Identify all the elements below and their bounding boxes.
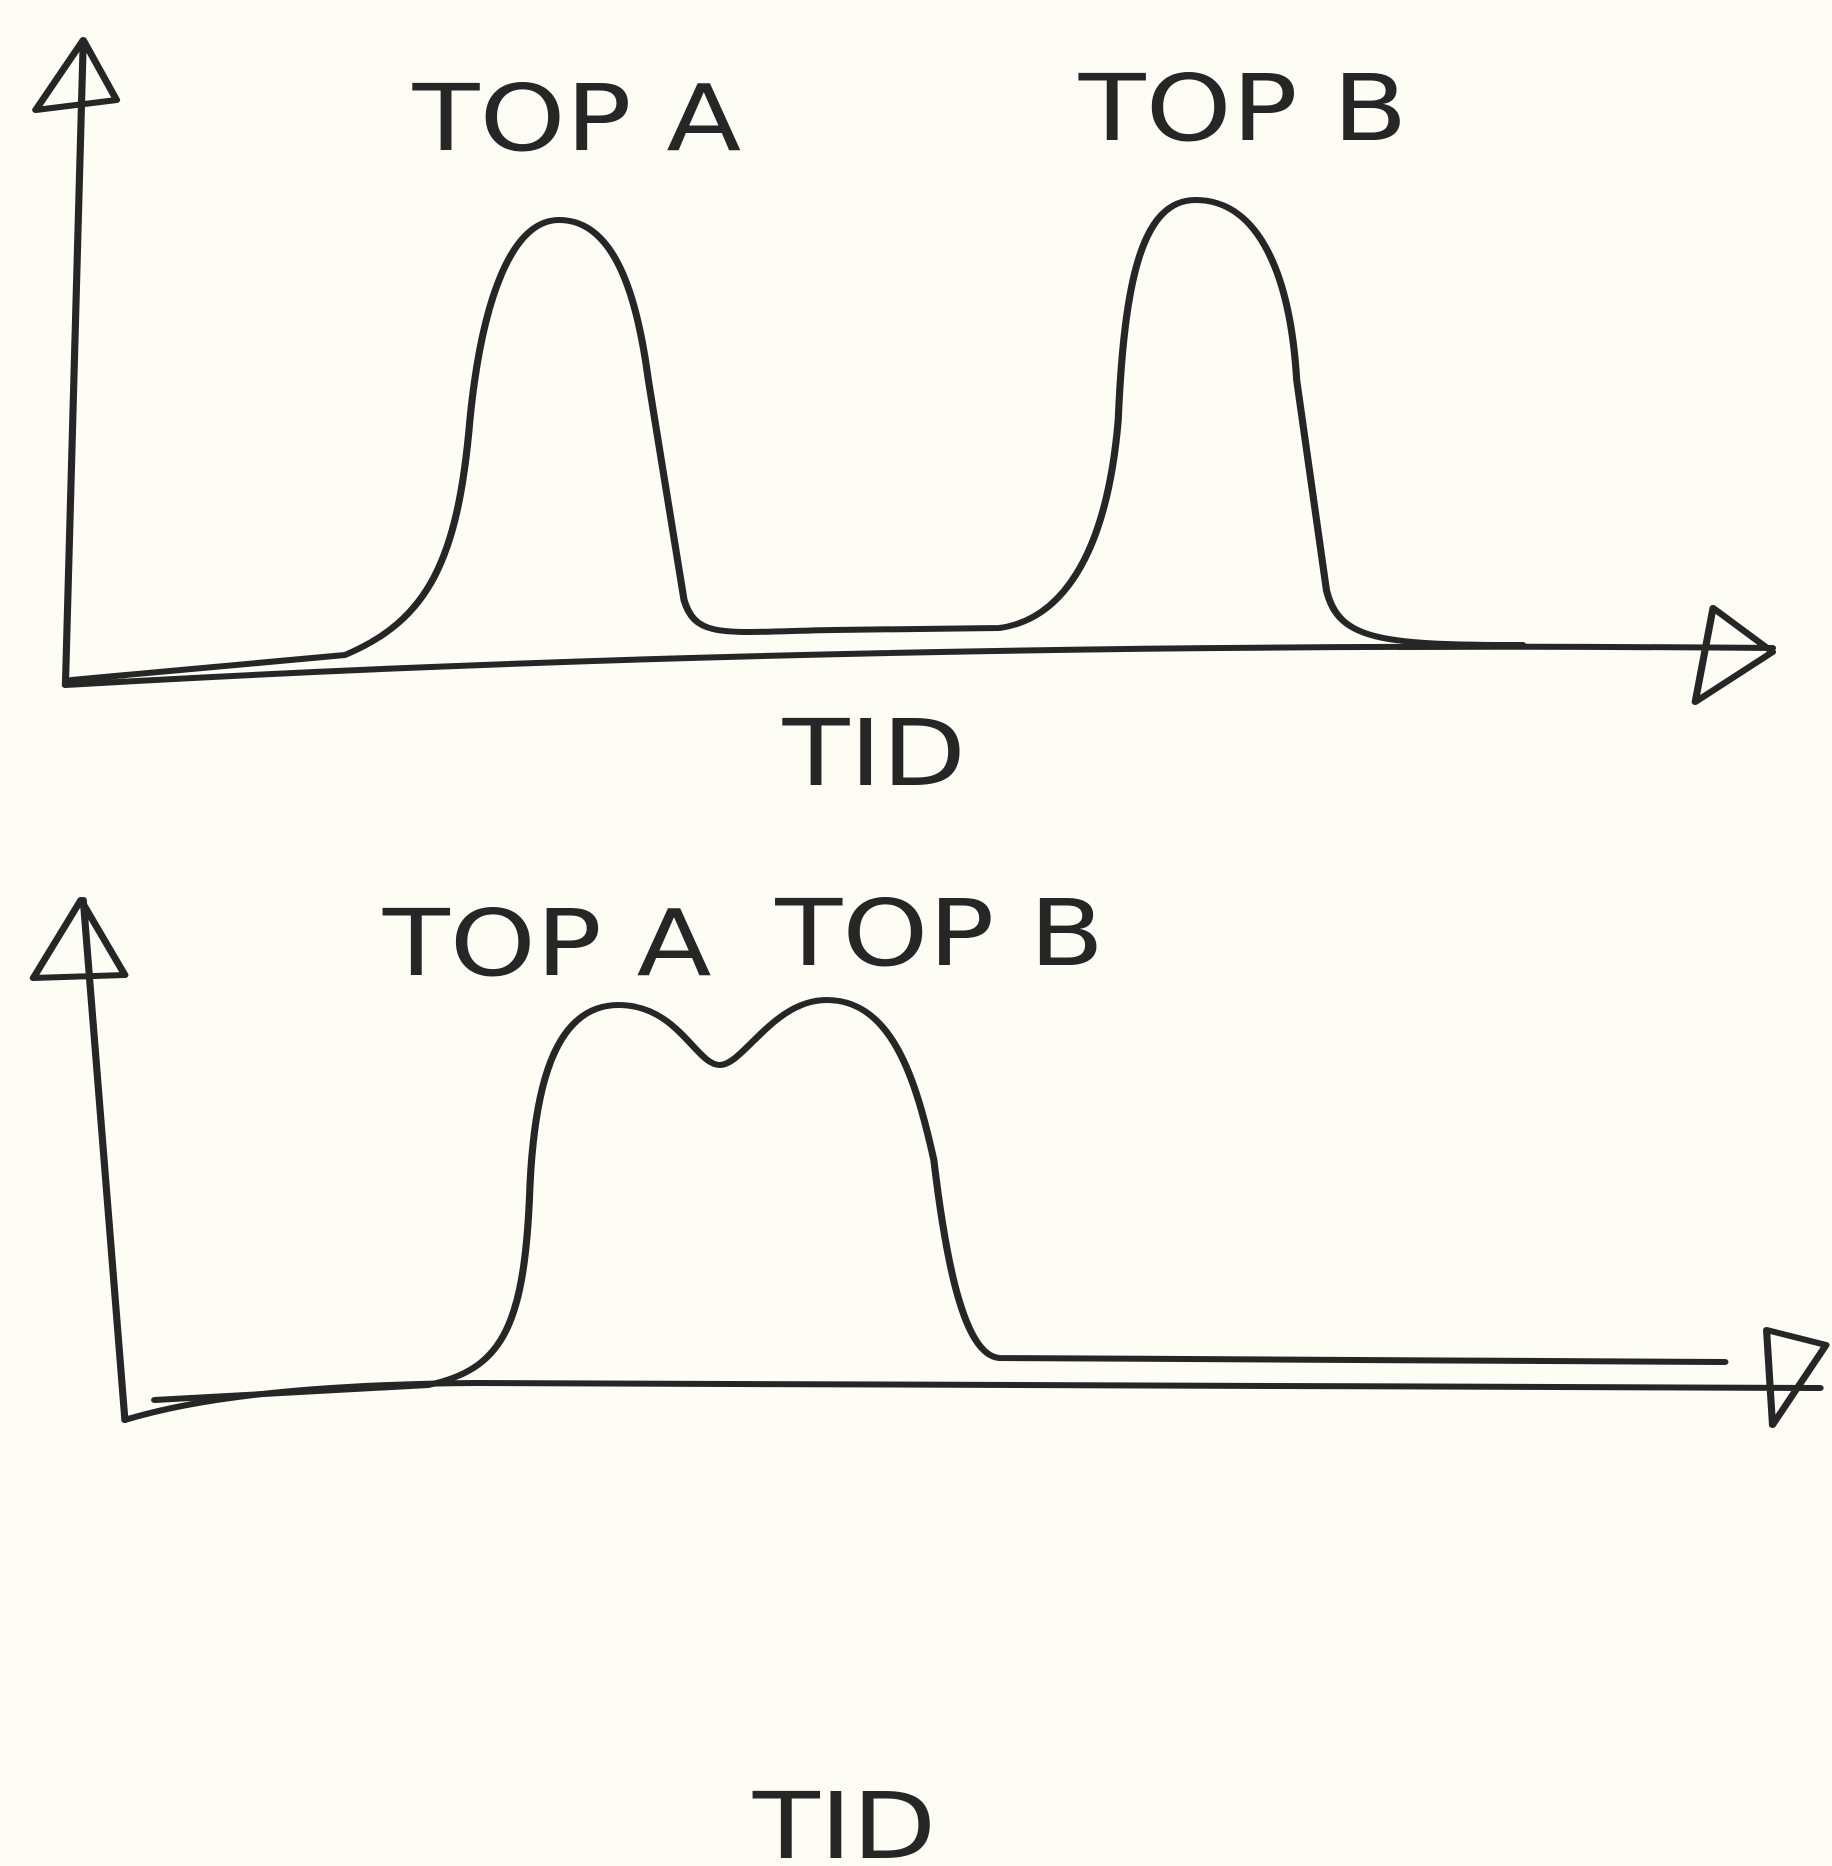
peak-label: TOP A: [412, 64, 742, 171]
peak-label: TOP B: [774, 879, 1104, 986]
sketch: TOP A TOP B TID TOP A TOP B TID: [0, 0, 1832, 1866]
page: TOP A TOP B TID TOP A TOP B TID (() => {…: [0, 0, 1832, 1866]
x-axis-label: TID: [782, 699, 966, 806]
peak-label: TOP A: [382, 889, 712, 996]
x-axis-label: TID: [752, 1772, 936, 1866]
peak-label: TOP B: [1078, 54, 1408, 161]
